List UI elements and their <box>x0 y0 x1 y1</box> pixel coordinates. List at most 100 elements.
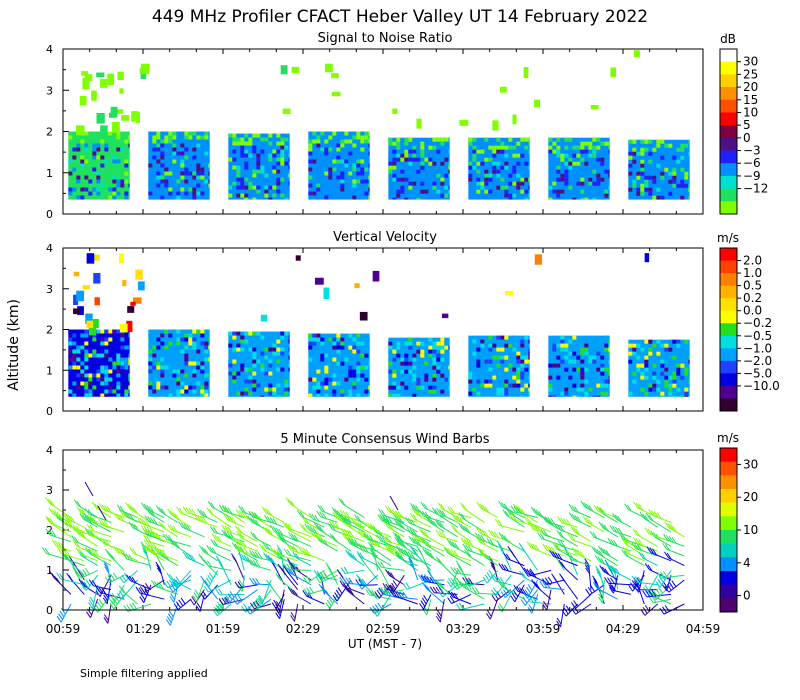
heat-cell <box>496 181 501 186</box>
heat-cell <box>596 395 601 397</box>
sparse-echo <box>441 313 449 319</box>
barb-feather <box>532 543 538 551</box>
barb-feather <box>430 519 436 526</box>
barb-feather <box>421 529 427 537</box>
heat-cell <box>128 345 130 350</box>
heat-cell <box>244 177 249 182</box>
barb-feather <box>369 534 374 542</box>
heat-cell <box>312 159 317 164</box>
heat-cell <box>112 329 117 334</box>
wind-barb <box>389 495 399 511</box>
wind-barb <box>171 542 192 557</box>
heat-cell <box>232 149 237 154</box>
barb-feather <box>123 510 129 518</box>
heat-cell <box>676 343 681 348</box>
barb-feather <box>104 548 110 556</box>
heat-cell <box>664 167 669 172</box>
heat-cell <box>236 173 241 178</box>
x-tick-label: 04:29 <box>606 622 641 636</box>
heat-cell <box>568 157 573 162</box>
barb-feather <box>501 563 507 571</box>
heat-cell <box>336 163 341 168</box>
heat-cell <box>112 187 117 192</box>
data-block <box>388 337 450 397</box>
barb-feather <box>647 564 653 572</box>
barb-feather <box>228 516 234 523</box>
wind-barb <box>449 552 472 562</box>
barb-feather <box>584 558 590 566</box>
heat-cell <box>400 173 405 178</box>
heat-cell <box>644 159 649 164</box>
heat-cell <box>288 387 290 392</box>
heat-cell <box>432 353 437 358</box>
barb-feather <box>468 545 473 553</box>
wind-barb <box>452 596 472 605</box>
heat-cell <box>348 191 353 196</box>
barb-feather <box>338 571 344 579</box>
barb-feather <box>87 529 93 537</box>
barb-feather <box>398 521 404 529</box>
colorbar-swatch <box>720 175 737 190</box>
heat-cell <box>688 183 690 188</box>
heat-cell <box>600 383 605 388</box>
heat-cell <box>280 145 285 150</box>
heat-cell <box>496 173 501 178</box>
barb-feather <box>142 584 148 592</box>
barb-feather <box>231 542 237 549</box>
barb-feather <box>380 587 386 594</box>
heat-cell <box>356 155 361 160</box>
barb-feather <box>359 552 365 559</box>
barb-feather <box>204 580 210 587</box>
heat-cell <box>368 163 370 168</box>
heat-cell <box>96 357 101 362</box>
wind-barb <box>451 511 472 519</box>
heat-cell <box>592 173 597 178</box>
heat-cell <box>148 385 153 390</box>
heat-cell <box>208 345 210 350</box>
wind-barb <box>451 593 472 604</box>
barb-feather <box>651 591 657 598</box>
barb-feather <box>56 572 62 580</box>
barb-feather <box>528 604 534 611</box>
barb-feather <box>273 599 279 607</box>
barb-feather <box>339 580 345 587</box>
heat-cell <box>348 147 353 152</box>
heat-cell <box>656 159 661 164</box>
heat-cell <box>72 381 77 386</box>
heat-cell <box>444 341 449 346</box>
barb-feather <box>342 577 348 584</box>
barb-feather <box>444 547 450 554</box>
sparse-echo <box>73 294 79 306</box>
wind-barb <box>426 588 445 605</box>
heat-cell <box>192 187 197 192</box>
barb-feather <box>529 542 535 550</box>
barb-feather <box>577 549 582 557</box>
heat-cell <box>308 357 313 362</box>
colorbar-swatch <box>720 150 737 164</box>
heat-cell <box>396 157 401 162</box>
heat-cell <box>356 369 361 374</box>
heat-cell <box>76 195 81 200</box>
barb-feather <box>413 538 419 546</box>
heat-cell <box>588 177 593 182</box>
barb-feather <box>170 583 176 591</box>
wind-barb <box>312 518 338 528</box>
heat-cell <box>560 383 565 388</box>
heat-cell <box>96 329 101 334</box>
wind-barb <box>294 603 299 622</box>
heat-cell <box>172 377 177 382</box>
heat-cell <box>580 189 585 194</box>
barb-feather <box>238 579 244 586</box>
heat-cell <box>576 387 581 392</box>
heat-cell <box>484 157 489 162</box>
wind-barb <box>241 575 245 592</box>
heat-cell <box>412 353 417 358</box>
barb-feather <box>127 504 133 511</box>
heat-cell <box>448 165 450 170</box>
colorbar-label: −0.5 <box>743 329 772 343</box>
heat-cell <box>320 381 325 386</box>
barb-feather <box>119 576 125 584</box>
barb-feather <box>290 563 296 570</box>
heat-cell <box>368 187 370 192</box>
barb-feather <box>525 595 531 603</box>
